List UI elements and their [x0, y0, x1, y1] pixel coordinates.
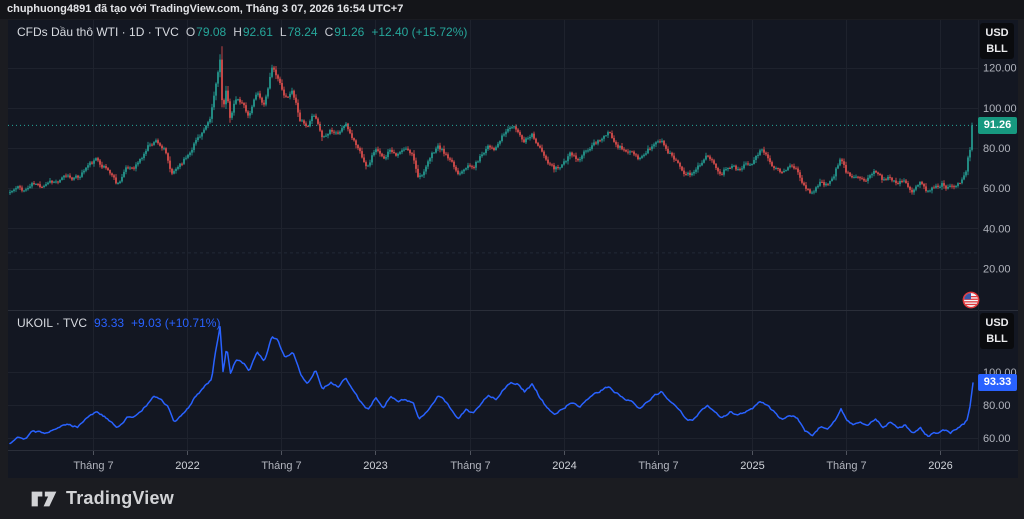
x-tick-label: Tháng 7 [638, 460, 678, 472]
tradingview-brand: TradingView [66, 488, 174, 508]
y-tick-label: 80.00 [983, 143, 1011, 155]
x-tick-label: 2022 [175, 460, 199, 472]
ohlc-low: L78.24 [279, 25, 318, 39]
y-tick-label: 60.00 [983, 183, 1011, 195]
price-chart-canvas[interactable]: 120.00100.0080.0060.0040.0020.00100.0080… [8, 20, 1018, 478]
grid-lines [8, 20, 978, 450]
pane1-legend: CFDs Dầu thô WTI · 1D · TVC O79.08 H92.6… [17, 25, 467, 39]
pane1-unit-badge: USD BLL [980, 23, 1014, 59]
y-tick-label: 80.00 [983, 400, 1011, 412]
chart-widget: 120.00 100.00 80.00 60.00 40.00 20.00 100.00 80… [8, 20, 1018, 478]
wti-candlestick-series [9, 46, 973, 195]
pane2-symbol-label[interactable]: UKOIL · TVC [17, 316, 88, 330]
x-tick-label: Tháng 7 [261, 460, 301, 472]
x-tick-label: Tháng 7 [450, 460, 490, 472]
y-tick-label: 20.00 [983, 264, 1011, 276]
pane2-unit-badge: USD BLL [980, 313, 1014, 349]
pane2-unit-label: BLL [986, 333, 1008, 345]
y-tick-label: 100.00 [983, 103, 1017, 115]
ukoil-line-series [9, 325, 974, 445]
snapshot-footer: TradingView [0, 478, 1024, 519]
pane2-currency-label: USD [985, 317, 1009, 329]
x-tick-label: 2024 [552, 460, 576, 472]
y-tick-label: 120.00 [983, 63, 1017, 75]
x-tick-label: 2026 [928, 460, 952, 472]
time-scale[interactable]: Tháng 7 2022 Tháng 7 2023 Tháng 7 2024 Tháng 7… [73, 451, 953, 472]
pane1-unit-label: BLL [986, 43, 1008, 55]
snapshot-header: chuphuong4891 đã tạo với TradingView.com… [0, 0, 1024, 19]
ohlc-open: O79.08 [185, 25, 227, 39]
attribution-text: chuphuong4891 đã tạo với TradingView.com… [7, 3, 404, 15]
price-scale[interactable]: 120.00100.0080.0060.0040.0020.00100.0080… [983, 63, 1017, 445]
y-tick-label: 60.00 [983, 433, 1011, 445]
tradingview-logo-icon [30, 489, 58, 509]
pane2-legend: UKOIL · TVC 93.33 +9.03 (+10.71%) [17, 316, 220, 330]
us-flag-icon[interactable] [962, 291, 980, 309]
pane2-value-label: 93.33 [94, 316, 125, 330]
pane1-change-label: +12.40 (+15.72%) [371, 25, 468, 39]
ohlc-close: C91.26 [324, 25, 365, 39]
ohlc-high: H92.61 [233, 25, 273, 39]
pane1-symbol-label[interactable]: CFDs Dầu thô WTI · 1D · TVC [17, 25, 179, 39]
x-tick-label: 2023 [363, 460, 387, 472]
pane2-change-label: +9.03 (+10.71%) [131, 316, 221, 330]
x-tick-label: 2025 [740, 460, 764, 472]
y-tick-label: 40.00 [983, 223, 1011, 235]
pane2-last-price-badge: 93.33 [978, 374, 1017, 391]
pane-separators[interactable] [8, 20, 1018, 451]
x-tick-label: Tháng 7 [73, 460, 113, 472]
x-tick-label: Tháng 7 [826, 460, 866, 472]
pane1-currency-label: USD [985, 27, 1009, 39]
pane1-last-price-badge: 91.26 [978, 117, 1017, 134]
